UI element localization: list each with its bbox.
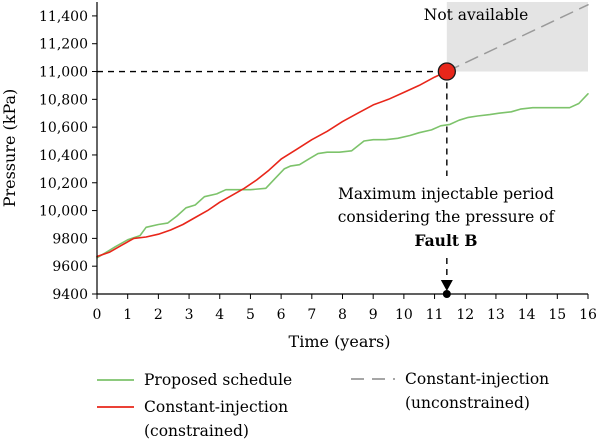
- y-tick-label-5: 10,400: [39, 148, 88, 164]
- x-tick-label-3: 3: [185, 307, 194, 323]
- y-tick-label-6: 10,600: [39, 120, 88, 136]
- x-tick-label-5: 5: [246, 307, 255, 323]
- x-tick-label-2: 2: [154, 307, 163, 323]
- x-tick-label-12: 12: [456, 307, 474, 323]
- x-tick-label-7: 7: [307, 307, 316, 323]
- x-tick-label-13: 13: [487, 307, 505, 323]
- legend-label-1-0: Constant-injection: [144, 398, 288, 416]
- x-tick-label-8: 8: [338, 307, 347, 323]
- y-tick-label-10: 11,400: [39, 9, 88, 25]
- x-tick-label-14: 14: [518, 307, 536, 323]
- x-tick-label-15: 15: [548, 307, 566, 323]
- note-line-2: considering the pressure of: [338, 208, 556, 226]
- x-tick-label-0: 0: [93, 307, 102, 323]
- x-tick-label-16: 16: [579, 307, 597, 323]
- y-tick-label-7: 10,800: [39, 92, 88, 108]
- y-tick-label-4: 10,200: [39, 176, 88, 192]
- y-tick-label-2: 9800: [52, 231, 88, 247]
- legend-label-0-0: Proposed schedule: [144, 371, 292, 389]
- arrowhead: [440, 280, 453, 291]
- x-tick-label-10: 10: [395, 307, 413, 323]
- y-tick-label-1: 9600: [52, 259, 88, 275]
- note-line-3: Fault B: [414, 231, 477, 250]
- y-tick-label-9: 11,200: [39, 37, 88, 53]
- y-tick-label-8: 11,000: [39, 65, 88, 81]
- x-tick-label-9: 9: [369, 307, 378, 323]
- x-tick-label-6: 6: [277, 307, 286, 323]
- series-line-2: [446, 4, 589, 73]
- legend-label-2-1: (unconstrained): [405, 394, 530, 412]
- series-line-0: [96, 93, 589, 259]
- y-axis-title: Pressure (kPa): [0, 89, 19, 208]
- y-tick-label-0: 9400: [52, 287, 88, 303]
- not-available-label: Not available: [424, 6, 529, 24]
- legend-label-1-1: (constrained): [144, 422, 249, 440]
- x-tick-label-4: 4: [215, 307, 224, 323]
- x-axis-title: Time (years): [289, 332, 391, 351]
- x-tick-label-11: 11: [426, 307, 444, 323]
- marker-point: [437, 62, 456, 81]
- y-tick-label-3: 10,000: [39, 204, 88, 220]
- series-line-1: [96, 70, 448, 258]
- note-line-1: Maximum injectable period: [338, 185, 554, 203]
- x-tick-label-1: 1: [123, 307, 132, 323]
- axis-dot: [442, 290, 451, 298]
- legend-label-2-0: Constant-injection: [405, 370, 549, 388]
